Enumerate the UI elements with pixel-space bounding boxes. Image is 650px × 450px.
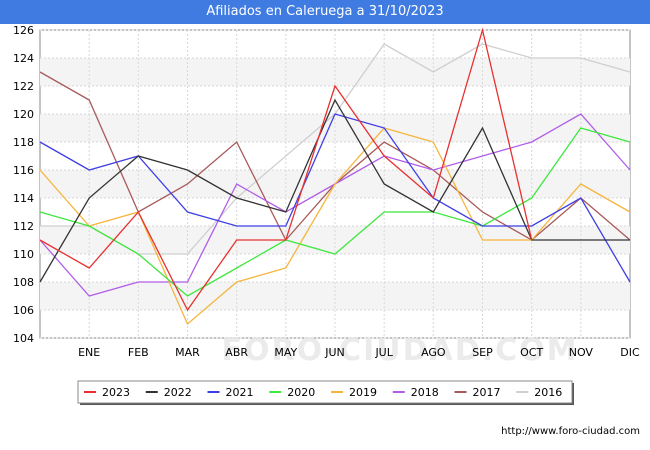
y-tick-label: 114 [13,192,34,205]
legend-label-2018: 2018 [411,386,439,399]
watermark: FORO-CIUDAD.COM [222,333,579,368]
legend-label-2021: 2021 [226,386,254,399]
chart-title: Afiliados en Caleruega a 31/10/2023 [0,0,650,24]
legend-label-2019: 2019 [349,386,377,399]
x-tick-label: FEB [128,346,149,359]
x-tick-label: NOV [569,346,594,359]
y-tick-label: 122 [13,80,34,93]
y-tick-label: 120 [13,108,34,121]
y-tick-label: 118 [13,136,34,149]
y-tick-label: 110 [13,248,34,261]
series-line-2023 [39,27,533,312]
x-tick-label: MAR [175,346,200,359]
legend-label-2023: 2023 [102,386,130,399]
legend-label-2017: 2017 [473,386,501,399]
footer-url: http://www.foro-ciudad.com [501,426,640,437]
x-tick-label: AGO [421,346,446,359]
y-tick-label: 126 [13,24,34,37]
y-tick-label: 116 [13,164,34,177]
legend-label-2020: 2020 [287,386,315,399]
y-tick-label: 104 [13,332,34,345]
x-tick-label: JUL [374,346,393,359]
x-tick-label: ENE [78,346,100,359]
x-tick-label: MAY [274,346,297,359]
y-tick-label: 108 [13,276,34,289]
y-tick-label: 112 [13,220,34,233]
x-tick-label: OCT [520,346,543,359]
legend-label-2022: 2022 [164,386,192,399]
x-tick-label: JUN [324,346,345,359]
legend-box [77,380,573,404]
y-tick-label: 124 [13,52,34,65]
x-tick-label: ABR [225,346,248,359]
x-tick-label: SEP [472,346,493,359]
x-tick-label: DIC [620,346,640,359]
legend-label-2016: 2016 [534,386,562,399]
series-line-2020 [39,127,631,297]
y-tick-label: 106 [13,304,34,317]
